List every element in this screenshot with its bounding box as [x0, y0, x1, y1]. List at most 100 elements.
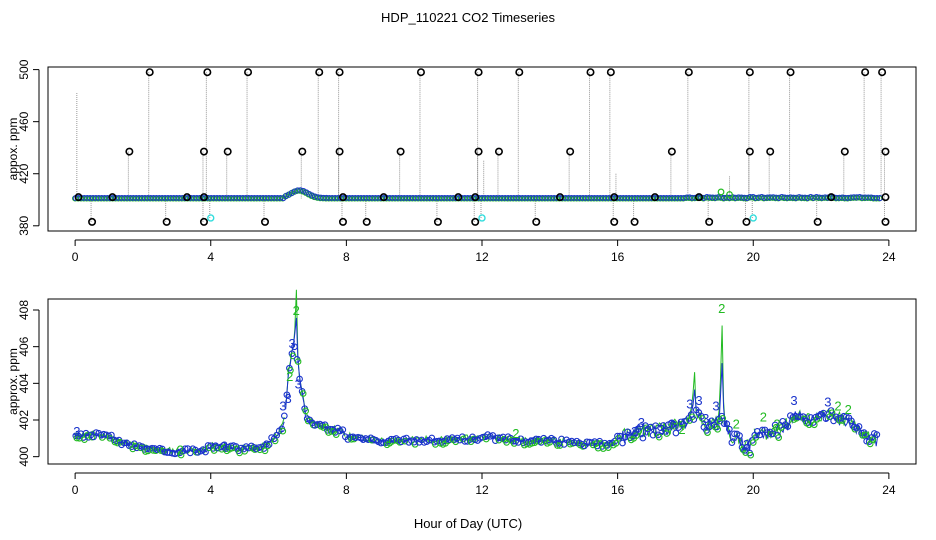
- figure-title: HDP_110221 CO2 Timeseries: [381, 10, 555, 25]
- raw-data-point: [610, 193, 619, 202]
- raw-data-point: [566, 147, 575, 156]
- series-3-point: [848, 417, 855, 425]
- series-2-point: [279, 427, 287, 435]
- series-label: 3: [702, 411, 709, 426]
- raw-data-point: [244, 68, 253, 77]
- series-2-point: [177, 451, 185, 459]
- raw-data-point: [878, 68, 887, 77]
- y-tick-label: 408: [17, 300, 31, 320]
- raw-data-point: [162, 217, 171, 226]
- series-2-point: [861, 431, 869, 439]
- raw-data-point: [684, 68, 693, 77]
- x-tick-label: 4: [207, 250, 214, 264]
- series-label: 3: [221, 439, 228, 454]
- raw-data-point: [199, 147, 208, 156]
- raw-data-point: [88, 217, 97, 226]
- y-tick-label: 402: [17, 410, 31, 430]
- raw-data-point: [694, 193, 703, 202]
- series-3-point: [265, 441, 273, 448]
- y-axis-label: approx. ppm: [6, 348, 20, 415]
- series-label: 3: [695, 393, 702, 408]
- raw-data-point: [298, 147, 307, 156]
- series-2-point: [747, 451, 755, 459]
- series-label: 3: [631, 424, 638, 439]
- raw-data-point: [260, 217, 269, 226]
- raw-data-point: [199, 217, 208, 226]
- series-label: 2: [733, 417, 740, 432]
- raw-data-point: [881, 147, 890, 156]
- series-label: 2: [834, 398, 841, 413]
- series-label: 3: [279, 398, 286, 413]
- data-point-series-2: [717, 188, 725, 196]
- series-label: 2: [845, 402, 852, 417]
- series-3-point: [784, 423, 792, 430]
- series-3-point: [723, 420, 731, 428]
- top-panel-raw-timeseries: 0 4 8 12 16 20 24 380 420 460 500 appox. ppm: [6, 59, 917, 264]
- raw-data-point: [335, 68, 344, 77]
- series-2-point: [289, 352, 297, 360]
- raw-data-point: [203, 68, 212, 77]
- raw-data-point: [433, 217, 442, 226]
- series-3-point: [720, 420, 728, 428]
- raw-data-point: [667, 147, 676, 156]
- series-2-point: [714, 425, 721, 433]
- raw-data-point: [379, 193, 388, 202]
- y-tick-label: 406: [17, 336, 31, 356]
- raw-data-point: [745, 147, 754, 156]
- x-tick-label: 16: [611, 250, 625, 264]
- x-tick-label: 0: [72, 250, 79, 264]
- raw-data-point: [223, 147, 232, 156]
- raw-data-point: [705, 217, 714, 226]
- series-2-point: [264, 442, 271, 450]
- raw-data-point: [786, 68, 795, 77]
- y-tick-label: 460: [17, 111, 31, 131]
- series-label: 3: [638, 415, 645, 430]
- series-3-point: [672, 429, 680, 437]
- flagged-data-point: [478, 214, 486, 222]
- series-3-point: [619, 439, 626, 447]
- series-label: 3: [824, 395, 831, 410]
- series-2-point: [106, 434, 114, 442]
- series-2-point: [668, 422, 676, 429]
- raw-data-point: [315, 68, 324, 77]
- series-label: 3: [295, 376, 302, 391]
- series-label: 2: [678, 422, 685, 437]
- series-label: 2: [512, 426, 519, 441]
- raw-data-point: [108, 193, 117, 202]
- x-tick-label: 24: [882, 250, 896, 264]
- series-2-point: [332, 431, 340, 438]
- series-2-point: [810, 421, 818, 429]
- x-axis-label: Hour of Day (UTC): [414, 516, 522, 531]
- series-3-point: [296, 375, 303, 383]
- series-2-point: [635, 427, 643, 435]
- raw-data-point: [532, 217, 541, 226]
- series-2-point: [663, 430, 671, 437]
- series-label: 3: [790, 393, 797, 408]
- x-tick-label: 16: [611, 483, 625, 497]
- series-3-point: [736, 432, 743, 440]
- y-tick-label: 420: [17, 163, 31, 183]
- raw-data-point: [555, 193, 564, 202]
- series-3-point: [120, 439, 128, 447]
- raw-data-point: [183, 193, 192, 202]
- raw-data-point: [338, 193, 347, 202]
- series-3-point: [725, 425, 733, 433]
- series-2-point: [401, 437, 409, 445]
- series-label: 2: [286, 369, 293, 384]
- series-label: 2: [760, 409, 767, 424]
- raw-data-point: [199, 193, 208, 202]
- x-tick-label: 24: [882, 483, 896, 497]
- series-2-point: [294, 358, 302, 365]
- series-label: 2: [718, 301, 725, 316]
- series-2-point: [838, 417, 846, 424]
- raw-data-point: [515, 68, 524, 77]
- series-3-point: [181, 445, 189, 453]
- y-tick-label: 400: [17, 446, 31, 466]
- series-3-point: [339, 426, 347, 434]
- series-2-point: [149, 447, 157, 454]
- raw-data-point: [586, 68, 595, 77]
- series-label: 3: [658, 422, 665, 437]
- raw-data-point: [742, 217, 751, 226]
- raw-data-point: [145, 68, 154, 77]
